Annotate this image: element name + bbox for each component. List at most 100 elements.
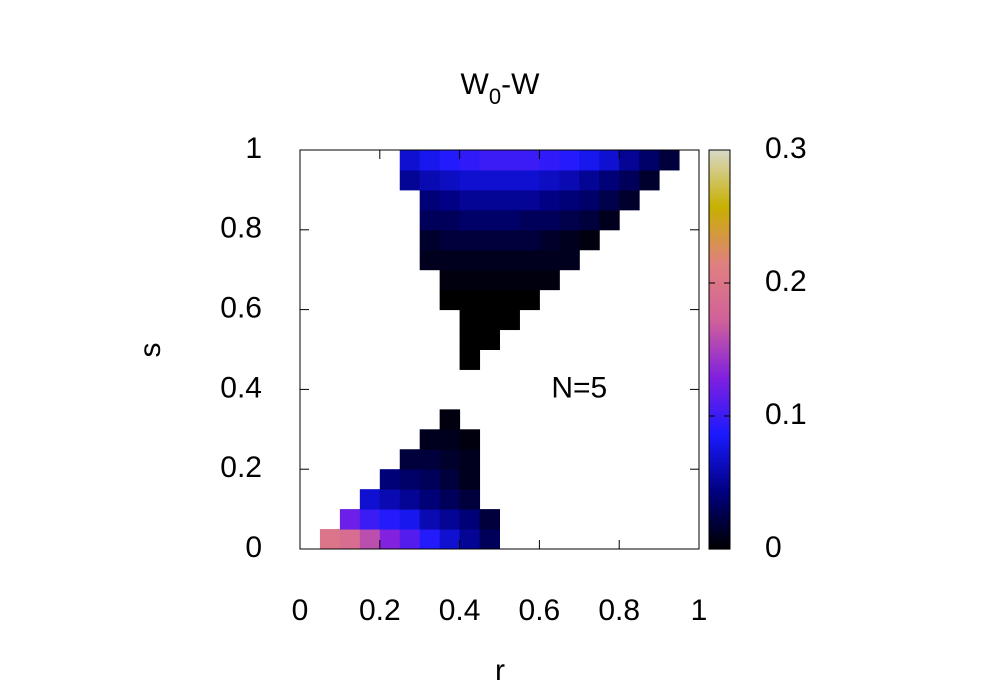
colorbar-strip — [709, 547, 730, 550]
heatmap-cell — [499, 209, 520, 231]
colorbar-strip — [709, 311, 730, 315]
colorbar-strip — [709, 493, 730, 496]
heatmap-cell — [539, 189, 560, 211]
x-tick-label: 0.2 — [359, 594, 401, 627]
colorbar-strip — [709, 287, 730, 291]
colorbar-strip — [709, 267, 730, 271]
colorbar-strip — [709, 429, 730, 432]
heatmap-cell — [419, 150, 441, 171]
chart-title: W0-W — [461, 68, 541, 109]
y-axis-label: s — [134, 343, 167, 358]
colorbar-strip — [709, 167, 730, 171]
y-tick-label: 1 — [245, 132, 262, 165]
title-rest: -W — [501, 68, 540, 101]
colorbar-strip — [709, 389, 730, 392]
colorbar-strip — [709, 325, 730, 329]
heatmap-cell — [379, 489, 401, 510]
y-tick-label: 0 — [245, 531, 262, 564]
heatmap-cell — [519, 289, 540, 311]
heatmap-cell — [599, 189, 620, 211]
colorbar-strip — [709, 150, 730, 153]
x-tick-label: 0 — [292, 594, 309, 627]
colorbar-strip — [709, 509, 730, 512]
x-axis-label: r — [495, 654, 505, 687]
colorbar-strip — [709, 261, 730, 265]
colorbar-strip — [709, 421, 730, 424]
colorbar-strip — [709, 179, 730, 183]
colorbar-strip — [709, 187, 730, 191]
colorbar-strip — [709, 233, 730, 237]
heatmap-cell — [479, 269, 500, 291]
colorbar-strip — [709, 277, 730, 281]
colorbar-strip — [709, 413, 730, 416]
heatmap-cell — [539, 209, 560, 231]
colorbar-strip — [709, 203, 730, 207]
colorbar-strip — [709, 541, 730, 544]
colorbar-strip — [709, 339, 730, 343]
colorbar-strip — [709, 403, 730, 406]
colorbar-strip — [709, 379, 730, 383]
colorbar-strip — [709, 335, 730, 339]
colorbar-strip — [709, 341, 730, 345]
colorbar-strip — [709, 181, 730, 185]
colorbar-strip — [709, 289, 730, 293]
heatmap-cell — [579, 169, 600, 191]
colorbar-strip — [709, 285, 730, 289]
colorbar-strip — [709, 501, 730, 504]
colorbar-strip — [709, 269, 730, 273]
heatmap-cell — [519, 209, 540, 231]
heatmap-cell — [519, 169, 540, 191]
colorbar-strip — [709, 243, 730, 247]
colorbar-strip — [709, 425, 730, 428]
colorbar-strip — [709, 381, 730, 385]
colorbar-strip — [709, 383, 730, 387]
colorbar-strip — [709, 395, 730, 398]
colorbar-strip — [709, 207, 730, 211]
heatmap-cell — [499, 229, 520, 251]
colorbar-strip — [709, 351, 730, 355]
heatmap-cell — [559, 249, 580, 271]
colorbar-strip — [709, 293, 730, 297]
heatmap-cell — [479, 329, 500, 350]
colorbar-strip — [709, 283, 730, 287]
colorbar-strip — [709, 213, 730, 217]
heatmap-cell — [519, 189, 540, 211]
colorbar-strip — [709, 223, 730, 227]
colorbar-strip — [709, 423, 730, 426]
colorbar-strip — [709, 367, 730, 371]
colorbar-strip — [709, 281, 730, 285]
heatmap-cell — [459, 189, 481, 211]
heatmap-cell — [379, 469, 401, 490]
colorbar-strip — [709, 175, 730, 179]
heatmap-cell — [459, 289, 481, 311]
heatmap-cell — [459, 529, 481, 550]
colorbar-strip — [709, 155, 730, 159]
heatmap-cell — [439, 169, 461, 191]
heatmap-cell — [399, 469, 421, 490]
heatmap-cell — [359, 489, 381, 510]
colorbar-strip — [709, 479, 730, 482]
heatmap-cell — [599, 169, 620, 191]
heatmap-cell — [579, 150, 600, 171]
colorbar-strip — [709, 489, 730, 492]
colorbar-strip — [709, 393, 730, 396]
colorbar-strip — [709, 265, 730, 269]
colorbar-strip — [709, 481, 730, 484]
colorbar-strip — [709, 445, 730, 448]
colorbar-strip — [709, 535, 730, 538]
colorbar-strip — [709, 309, 730, 313]
colorbar-strip — [709, 447, 730, 450]
colorbar-strip — [709, 463, 730, 466]
heatmap-cell — [519, 229, 540, 251]
heatmap-cell — [419, 469, 441, 490]
colorbar-strip — [709, 355, 730, 359]
heatmap-cell — [599, 150, 620, 171]
heatmap-cell — [499, 269, 520, 291]
heatmap-cell — [359, 509, 381, 530]
colorbar-strip — [709, 465, 730, 468]
heatmap-cell — [659, 150, 680, 171]
heatmap-cell — [539, 269, 560, 291]
heatmap-cell — [499, 309, 520, 331]
heatmap-cell — [479, 509, 500, 530]
colorbar-strip — [709, 343, 730, 347]
